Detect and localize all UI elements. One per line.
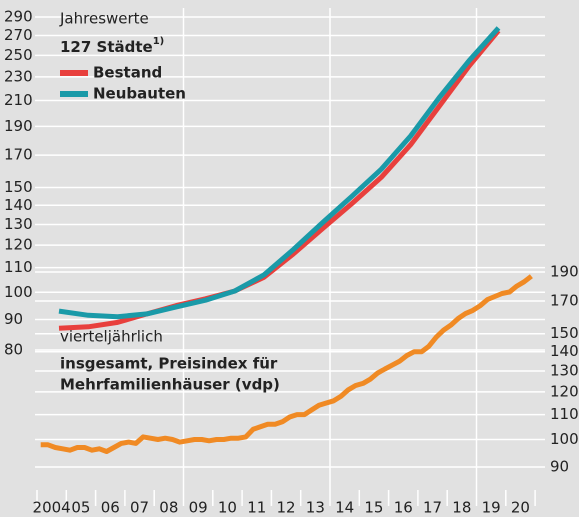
y-tick-label: 140 bbox=[4, 196, 33, 214]
y-tick-label: 250 bbox=[4, 46, 33, 64]
y-tick-label: 100 bbox=[4, 283, 33, 301]
y-tick-label: 170 bbox=[550, 292, 579, 310]
x-tick-label: 10 bbox=[218, 499, 237, 517]
x-tick-label: 08 bbox=[159, 499, 178, 517]
y-tick-label: 150 bbox=[4, 178, 33, 196]
y-tick-label: 170 bbox=[4, 146, 33, 164]
subtitle: 127 Städte bbox=[60, 38, 153, 56]
x-tick-label: 2004 bbox=[33, 499, 71, 517]
y-tick-label: 110 bbox=[550, 405, 579, 423]
panel-subtitle: 127 Städte1) bbox=[60, 36, 164, 56]
panel-title: Jahreswerte bbox=[59, 10, 149, 28]
y-tick-label: 230 bbox=[4, 67, 33, 85]
y-tick-label: 210 bbox=[4, 91, 33, 109]
y-tick-label: 130 bbox=[4, 215, 33, 233]
y-tick-label: 140 bbox=[550, 342, 579, 360]
panel-subtitle: insgesamt, Preisindex für bbox=[60, 355, 278, 373]
y-tick-label: 270 bbox=[4, 26, 33, 44]
x-tick-label: 20 bbox=[511, 499, 530, 517]
x-tick-label: 16 bbox=[394, 499, 413, 517]
panel-subtitle: Mehrfamilienhäuser (vdp) bbox=[60, 376, 280, 394]
footnote-mark: 1) bbox=[153, 36, 165, 47]
x-tick-label: 15 bbox=[364, 499, 383, 517]
y-tick-label: 100 bbox=[550, 430, 579, 448]
y-tick-label: 130 bbox=[550, 362, 579, 380]
y-tick-label: 110 bbox=[4, 258, 33, 276]
y-tick-label: 190 bbox=[4, 117, 33, 135]
y-tick-label: 90 bbox=[550, 458, 569, 476]
y-tick-label: 120 bbox=[4, 236, 33, 254]
data-line bbox=[58, 29, 501, 331]
x-tick-label: 14 bbox=[335, 499, 354, 517]
y-tick-label: 80 bbox=[4, 341, 23, 359]
y-tick-label: 290 bbox=[4, 8, 33, 26]
x-tick-label: 09 bbox=[189, 499, 208, 517]
x-tick-label: 13 bbox=[306, 499, 325, 517]
y-tick-label: 120 bbox=[550, 382, 579, 400]
y-tick-label: 150 bbox=[550, 324, 579, 342]
x-tick-label: 06 bbox=[101, 499, 120, 517]
x-tick-label: 18 bbox=[452, 499, 471, 517]
x-tick-label: 07 bbox=[130, 499, 149, 517]
x-tick-label: 11 bbox=[247, 499, 266, 517]
x-tick-label: 05 bbox=[71, 499, 90, 517]
data-line bbox=[40, 274, 533, 454]
legend-label: Neubauten bbox=[93, 85, 186, 103]
data-line bbox=[58, 26, 501, 320]
panel-title: vierteljährlich bbox=[60, 328, 163, 346]
x-tick-label: 19 bbox=[482, 499, 501, 517]
x-tick-label: 17 bbox=[423, 499, 442, 517]
legend-label: Bestand bbox=[93, 64, 162, 82]
x-tick-label: 12 bbox=[277, 499, 296, 517]
y-tick-label: 190 bbox=[550, 263, 579, 281]
y-tick-label: 90 bbox=[4, 310, 23, 328]
